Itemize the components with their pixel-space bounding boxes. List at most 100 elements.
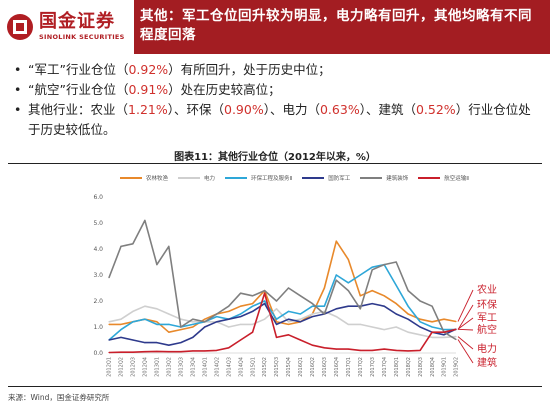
data-point <box>156 342 158 344</box>
data-point <box>287 334 290 336</box>
data-point <box>299 313 302 315</box>
legend-item: 农林牧渔 <box>120 174 168 182</box>
data-point <box>156 264 158 266</box>
data-point <box>251 323 254 325</box>
chart-bottom-divider <box>8 386 542 387</box>
data-point <box>192 318 194 320</box>
bullet-text: ）、建筑（ <box>359 102 416 117</box>
x-tick-label: 2013Q3 <box>178 357 184 377</box>
bullet-item: • 其他行业：农业（1.21%）、环保（0.90%）、电力（0.63%）、建筑（… <box>14 100 534 140</box>
data-point <box>359 274 361 276</box>
y-tick-label: 1.0 <box>93 324 103 331</box>
data-point <box>251 295 254 297</box>
bullet-value: 0.91% <box>128 82 169 97</box>
data-point <box>347 290 349 292</box>
x-tick-label: 2016Q2 <box>310 357 316 377</box>
annotation-label: 农业 <box>477 283 497 296</box>
data-point <box>419 349 421 351</box>
annotation-arrow <box>457 336 474 350</box>
data-point <box>240 305 242 307</box>
data-point <box>144 318 146 320</box>
x-tick-label: 2017Q1 <box>346 357 352 377</box>
data-point <box>287 318 290 320</box>
data-point <box>251 303 254 305</box>
x-tick-label: 2014Q4 <box>238 357 244 377</box>
data-point <box>120 329 122 331</box>
data-point <box>228 305 230 307</box>
legend-swatch <box>360 177 383 179</box>
bullet-dot-icon: • <box>14 62 22 77</box>
data-point <box>383 264 385 266</box>
data-point <box>419 318 421 320</box>
x-tick-label: 2019Q1 <box>442 357 448 377</box>
annotation-arrow <box>457 289 474 322</box>
data-point <box>287 287 290 289</box>
data-point <box>419 326 421 328</box>
legend-label: 环保工程及服务Ⅱ <box>251 176 293 182</box>
x-tick-label: 2018Q3 <box>418 357 424 377</box>
data-point <box>407 350 409 352</box>
data-point <box>431 336 433 338</box>
data-point <box>132 310 134 312</box>
data-point <box>168 344 170 346</box>
data-point <box>299 339 302 341</box>
data-point <box>275 323 278 325</box>
data-point <box>455 336 457 338</box>
data-point <box>144 219 146 221</box>
data-point <box>180 318 182 320</box>
bullet-dot-icon: • <box>14 82 22 97</box>
bullet-value: 0.63% <box>319 102 360 117</box>
data-point <box>359 349 361 351</box>
data-point <box>419 321 421 323</box>
bullet-dot-icon: • <box>14 102 22 117</box>
data-point <box>455 320 457 323</box>
data-point <box>323 313 325 315</box>
annotation-arrow <box>457 304 474 330</box>
data-point <box>240 316 242 318</box>
x-tick-label: 2018Q4 <box>430 357 436 377</box>
bullet-text: “航空”行业仓位（ <box>28 82 129 97</box>
bullet-value: 0.90% <box>224 102 264 117</box>
x-tick-label: 2013Q4 <box>190 357 196 377</box>
data-point <box>263 300 266 302</box>
data-point <box>335 274 337 276</box>
x-tick-label: 2015Q2 <box>262 357 268 377</box>
legend-swatch <box>302 177 325 179</box>
bullet-text: ）、环保（ <box>167 102 224 117</box>
data-point <box>395 349 397 351</box>
bullet-text: ）、电力（ <box>263 102 320 117</box>
data-point <box>240 339 242 341</box>
x-tick-label: 2015Q1 <box>250 357 256 377</box>
data-point <box>228 310 230 312</box>
y-tick-label: 6.0 <box>93 194 103 201</box>
x-tick-label: 2014Q2 <box>214 357 220 377</box>
chart-title: 图表11：其他行业仓位（2012年以来，%） <box>174 152 376 163</box>
data-point <box>263 290 266 292</box>
data-point <box>347 323 349 325</box>
data-point <box>347 305 349 307</box>
data-point <box>144 342 146 344</box>
data-point <box>216 316 218 318</box>
data-point <box>311 313 314 315</box>
data-point <box>192 323 194 325</box>
data-point <box>120 336 122 338</box>
data-point <box>299 318 302 320</box>
data-point <box>383 329 385 331</box>
x-tick-label: 2012Q4 <box>143 357 149 377</box>
data-point <box>216 349 218 351</box>
y-tick-label: 2.0 <box>93 298 103 305</box>
data-point <box>204 318 206 320</box>
data-point <box>455 338 457 341</box>
legend-label: 建筑装饰 <box>386 176 409 182</box>
data-point <box>395 261 397 263</box>
data-point <box>443 331 445 333</box>
y-tick-label: 0.0 <box>93 350 103 357</box>
data-point <box>395 303 397 305</box>
company-logo: 国金证券 SINOLINK SECURITIES <box>0 0 134 54</box>
data-point <box>156 308 158 310</box>
bullet-value: 0.52% <box>415 102 456 117</box>
data-point <box>371 290 373 292</box>
data-point <box>431 305 433 307</box>
logo-name-en: SINOLINK SECURITIES <box>39 33 125 42</box>
data-point <box>311 303 314 305</box>
